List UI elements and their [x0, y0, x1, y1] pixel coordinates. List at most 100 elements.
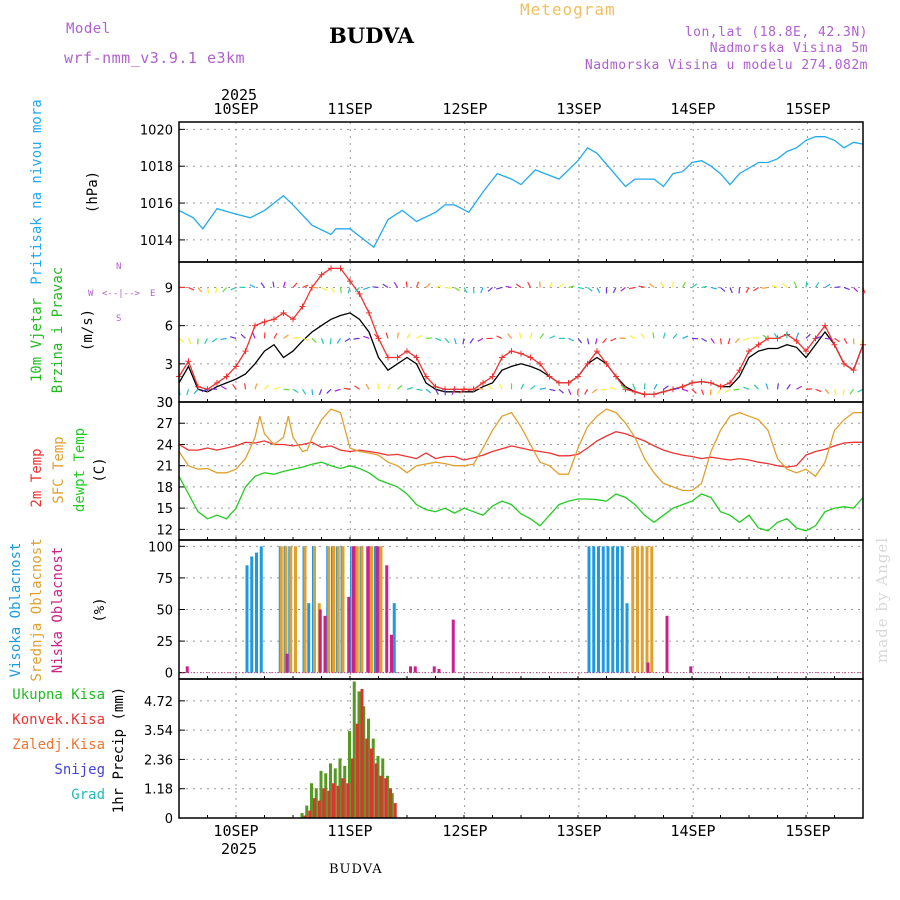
panel-0: 1014 1016 1018 1020 [140, 121, 864, 263]
bar-visoka-oblacnost [620, 546, 624, 673]
wind-arrow [405, 281, 408, 288]
bar-visoka-oblacnost [606, 546, 610, 673]
y-tick-label: 12 [156, 523, 173, 538]
wind-arrow [762, 334, 769, 339]
wind-arrow [339, 287, 342, 294]
bottom-year: 2025 [220, 840, 258, 858]
wind-arrow [586, 338, 590, 345]
wind-arrow [260, 282, 265, 288]
series-dewpt-temp [178, 461, 864, 532]
wind-arrow [729, 287, 733, 294]
gust-marker [337, 265, 344, 272]
gust-marker [575, 373, 581, 380]
wind-arrow [396, 332, 399, 339]
wind-arrow [691, 388, 697, 394]
wind-arrow [663, 385, 669, 390]
bar-niska-oblacnost [646, 662, 650, 673]
wind-arrow [487, 385, 493, 390]
gust-marker [290, 316, 296, 323]
bar-ukupna-kisa [324, 773, 328, 818]
wind-arrow [480, 287, 484, 294]
bar-niska-oblacnost [451, 619, 455, 673]
y-tick-label: 3 [165, 358, 173, 373]
wind-arrow [425, 388, 432, 394]
wind-arrow [453, 338, 457, 345]
bar-visoka-oblacnost [587, 546, 591, 673]
wind-arrow [612, 287, 617, 294]
wind-arrow [273, 386, 280, 390]
bar-niska-oblacnost [437, 668, 441, 673]
wind-arrow [720, 287, 726, 292]
wind-arrow [815, 335, 822, 339]
gust-marker [727, 379, 733, 386]
wind-arrow [211, 337, 218, 343]
date-label-14sep: 14SEP [670, 100, 716, 118]
wind-arrow [343, 387, 351, 390]
y-tick-label: 1.18 [144, 783, 173, 798]
gust-marker [803, 348, 809, 355]
bar-visoka-oblacnost [250, 556, 254, 673]
model-name: wrf-nmm_v3.9.1 e3km [64, 49, 246, 67]
wind-arrow [771, 285, 778, 289]
bar-ukupna-kisa [310, 783, 313, 818]
bar-ukupna-kisa [367, 718, 370, 818]
wind-arrow [681, 281, 686, 288]
wind-arrow [549, 335, 556, 339]
wind-arrow [292, 282, 298, 288]
wind-arrow [252, 332, 256, 339]
wind-arrow [649, 283, 655, 288]
gust-marker [375, 335, 382, 342]
wind-arrow [834, 337, 840, 343]
panel-3: 0 25 50 75 100 [148, 539, 864, 682]
bar-niska-oblacnost [409, 666, 412, 673]
gust-marker [242, 348, 249, 355]
y-tick-label: 24 [156, 438, 173, 453]
gust-marker [660, 388, 667, 395]
wind-arrow [326, 388, 332, 394]
compass-s: S [116, 314, 122, 324]
wind-arrow [558, 388, 564, 394]
wind-arrow [178, 337, 184, 343]
wind-arrow [416, 388, 423, 391]
gust-marker [489, 373, 496, 380]
y-tick-label: 30 [156, 396, 173, 411]
wind-arrow [463, 287, 468, 293]
wind-arrow [406, 333, 411, 339]
wind-arrow [385, 332, 389, 339]
y-tick-label: 1018 [140, 160, 173, 175]
wind-arrow [451, 389, 456, 395]
y-tick-label: 6 [165, 320, 173, 335]
bar-srednja-oblacnost [370, 546, 373, 673]
wind-arrow [539, 333, 545, 339]
wind-arrow [272, 281, 275, 288]
wind-arrow [587, 286, 593, 292]
wind-arrow [761, 286, 769, 289]
wind-arrow [283, 388, 290, 391]
wind-arrow [727, 338, 731, 345]
gust-marker [679, 383, 686, 390]
wind-arrow [795, 332, 800, 339]
bar-ukupna-kisa [352, 681, 356, 818]
gust-marker [366, 309, 372, 316]
wind-arrow [462, 338, 465, 345]
y-tick-label: 2.36 [144, 753, 173, 768]
gust-marker [356, 290, 363, 297]
panel-frame [178, 678, 864, 819]
y-tick-label: 1016 [140, 197, 173, 212]
wind-arrow [765, 383, 769, 390]
wind-arrow [197, 287, 203, 293]
wind-arrow [843, 286, 850, 291]
wind-arrow [254, 383, 258, 390]
bar-srednja-oblacnost [640, 546, 644, 673]
bar-srednja-oblacnost [360, 546, 364, 673]
y-tick-label: 100 [148, 540, 173, 555]
wind-arrow [301, 388, 307, 395]
wind-arrow [187, 338, 192, 345]
gust-marker [413, 354, 420, 361]
wind-arrow [496, 335, 503, 339]
gust-marker [480, 379, 486, 386]
wind-arrow [710, 286, 717, 290]
wind-arrow [568, 337, 575, 342]
date-label-13sep: 13SEP [556, 100, 602, 118]
wind-arrow [311, 389, 314, 396]
